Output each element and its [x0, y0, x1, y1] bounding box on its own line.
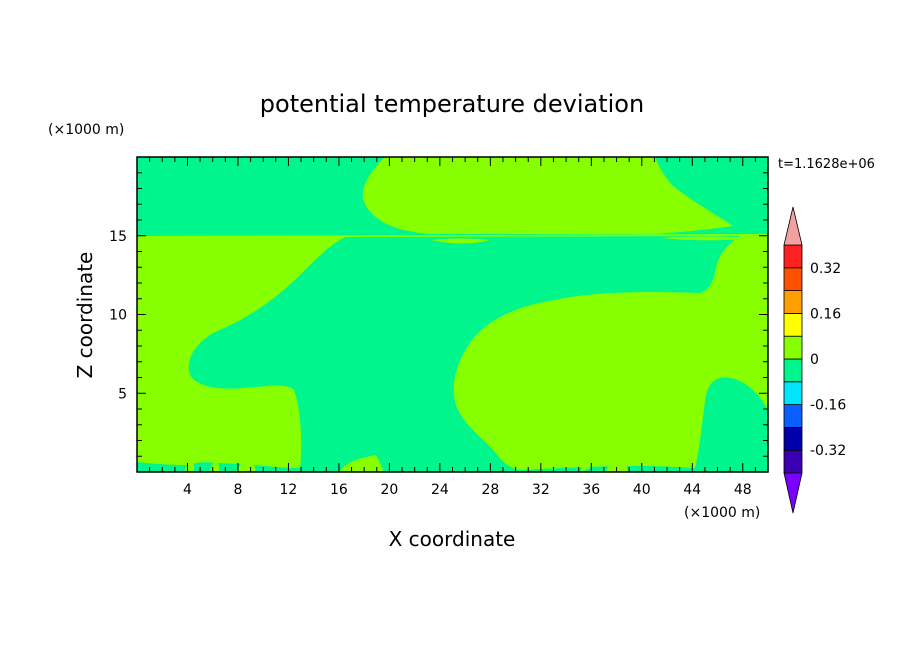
- x-unit-label: (×1000 m): [684, 505, 760, 521]
- y-tick-label: 10: [109, 308, 127, 324]
- time-label: t=1.1628e+06: [778, 157, 875, 172]
- colorbar-segment: [783, 290, 803, 314]
- x-tick-label: 8: [233, 482, 242, 498]
- y-tick-label: 5: [118, 386, 127, 402]
- colorbar-segment: [783, 312, 803, 337]
- contour-region-lens: [432, 238, 490, 244]
- colorbar-segment: [783, 404, 803, 428]
- colorbar-overflow-arrow: [783, 206, 803, 246]
- y-axis-tick-labels: 5 10 15: [109, 229, 127, 403]
- contour-region-upper-band: [137, 157, 768, 236]
- x-tick-label: 4: [183, 482, 192, 498]
- colorbar-tick-label: -0.32: [810, 443, 846, 459]
- x-tick-label: 36: [582, 482, 600, 498]
- x-tick-label: 48: [734, 482, 752, 498]
- colorbar-segment: [783, 358, 803, 383]
- colorbar-segment: [783, 267, 803, 291]
- x-tick-label: 24: [431, 482, 449, 498]
- chart-title: potential temperature deviation: [260, 90, 644, 118]
- contour-region-lens-right: [662, 236, 750, 241]
- colorbar-segment: [783, 426, 803, 451]
- colorbar-tick-label: 0: [810, 352, 819, 368]
- colorbar-tick-label: -0.16: [810, 398, 846, 414]
- y-axis-ticks: [137, 172, 768, 457]
- x-tick-label: 16: [330, 482, 348, 498]
- x-axis-tick-labels: 4 8 12 16 20 24 28 32 36 40 44 48: [183, 482, 752, 498]
- colorbar-underflow-arrow: [783, 472, 803, 514]
- x-axis-label: X coordinate: [389, 527, 516, 551]
- colorbar-segment: [783, 335, 803, 360]
- colorbar-tick-label: 0.32: [810, 261, 841, 277]
- y-unit-label: (×1000 m): [48, 122, 124, 138]
- x-axis-ticks: [149, 157, 756, 472]
- colorbar: [783, 206, 803, 514]
- x-tick-label: 32: [532, 482, 550, 498]
- x-tick-label: 20: [380, 482, 398, 498]
- x-tick-label: 44: [683, 482, 701, 498]
- x-tick-label: 28: [481, 482, 499, 498]
- contour-field: [137, 157, 768, 472]
- colorbar-segment: [783, 244, 803, 269]
- colorbar-tick-label: 0.16: [810, 306, 841, 322]
- contour-region-central-plume: [137, 236, 768, 472]
- colorbar-segment: [783, 449, 803, 474]
- colorbar-segment: [783, 381, 803, 405]
- y-axis-label: Z coordinate: [73, 252, 97, 379]
- x-tick-label: 12: [280, 482, 298, 498]
- x-tick-label: 40: [633, 482, 651, 498]
- y-tick-label: 15: [109, 229, 127, 245]
- colorbar-labels: 0.32 0.16 0 -0.16 -0.32: [810, 261, 846, 459]
- contour-surface-bumps: [185, 455, 628, 472]
